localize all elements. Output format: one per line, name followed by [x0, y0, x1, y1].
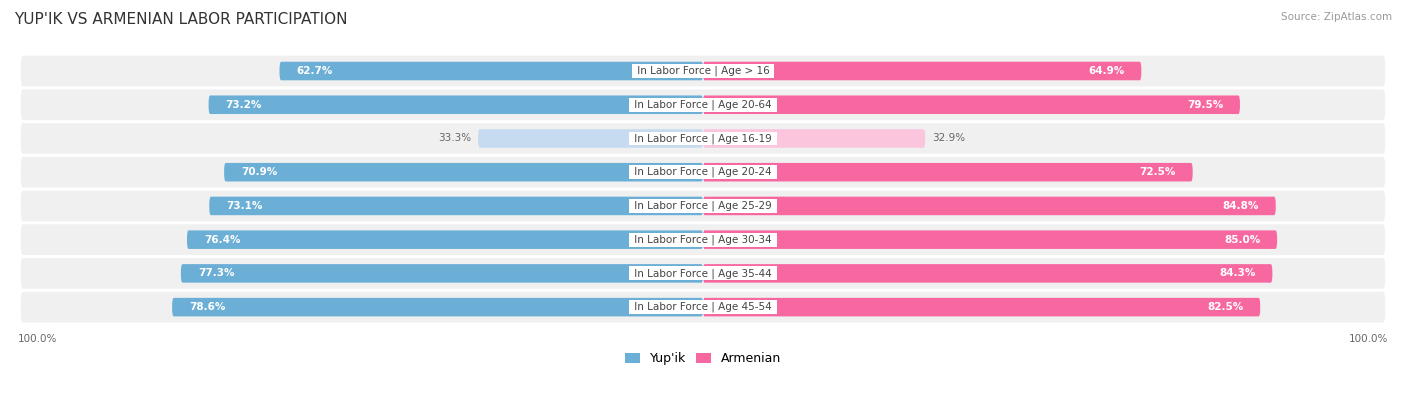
Text: In Labor Force | Age 30-34: In Labor Force | Age 30-34	[631, 234, 775, 245]
FancyBboxPatch shape	[181, 264, 703, 283]
FancyBboxPatch shape	[21, 89, 1385, 120]
FancyBboxPatch shape	[478, 129, 703, 148]
Text: Source: ZipAtlas.com: Source: ZipAtlas.com	[1281, 12, 1392, 22]
FancyBboxPatch shape	[187, 230, 703, 249]
Text: YUP'IK VS ARMENIAN LABOR PARTICIPATION: YUP'IK VS ARMENIAN LABOR PARTICIPATION	[14, 12, 347, 27]
FancyBboxPatch shape	[21, 190, 1385, 221]
Text: 100.0%: 100.0%	[17, 334, 56, 344]
Text: 84.8%: 84.8%	[1222, 201, 1258, 211]
Text: 84.3%: 84.3%	[1219, 268, 1256, 278]
FancyBboxPatch shape	[21, 258, 1385, 289]
FancyBboxPatch shape	[21, 56, 1385, 87]
FancyBboxPatch shape	[703, 129, 925, 148]
Text: 77.3%: 77.3%	[198, 268, 235, 278]
FancyBboxPatch shape	[703, 197, 1275, 215]
Text: 79.5%: 79.5%	[1187, 100, 1223, 110]
FancyBboxPatch shape	[21, 157, 1385, 188]
Text: 62.7%: 62.7%	[297, 66, 333, 76]
Text: 64.9%: 64.9%	[1088, 66, 1125, 76]
FancyBboxPatch shape	[209, 197, 703, 215]
FancyBboxPatch shape	[21, 123, 1385, 154]
FancyBboxPatch shape	[703, 298, 1260, 316]
Text: In Labor Force | Age 16-19: In Labor Force | Age 16-19	[631, 133, 775, 144]
Text: 73.1%: 73.1%	[226, 201, 263, 211]
Text: 72.5%: 72.5%	[1139, 167, 1175, 177]
FancyBboxPatch shape	[703, 163, 1192, 181]
Text: 82.5%: 82.5%	[1208, 302, 1243, 312]
FancyBboxPatch shape	[703, 96, 1240, 114]
Text: In Labor Force | Age 20-64: In Labor Force | Age 20-64	[631, 100, 775, 110]
FancyBboxPatch shape	[703, 264, 1272, 283]
Text: 78.6%: 78.6%	[188, 302, 225, 312]
FancyBboxPatch shape	[21, 224, 1385, 255]
FancyBboxPatch shape	[172, 298, 703, 316]
Text: In Labor Force | Age 35-44: In Labor Force | Age 35-44	[631, 268, 775, 278]
Text: In Labor Force | Age 20-24: In Labor Force | Age 20-24	[631, 167, 775, 177]
Text: 85.0%: 85.0%	[1225, 235, 1260, 245]
Text: 70.9%: 70.9%	[240, 167, 277, 177]
Text: 33.3%: 33.3%	[439, 134, 471, 143]
FancyBboxPatch shape	[280, 62, 703, 80]
Text: 76.4%: 76.4%	[204, 235, 240, 245]
FancyBboxPatch shape	[224, 163, 703, 181]
FancyBboxPatch shape	[703, 230, 1277, 249]
Text: 32.9%: 32.9%	[932, 134, 965, 143]
Text: 100.0%: 100.0%	[1350, 334, 1389, 344]
Text: 73.2%: 73.2%	[225, 100, 262, 110]
FancyBboxPatch shape	[208, 96, 703, 114]
FancyBboxPatch shape	[21, 292, 1385, 322]
Legend: Yup'ik, Armenian: Yup'ik, Armenian	[624, 352, 782, 365]
Text: In Labor Force | Age 25-29: In Labor Force | Age 25-29	[631, 201, 775, 211]
FancyBboxPatch shape	[703, 62, 1142, 80]
Text: In Labor Force | Age > 16: In Labor Force | Age > 16	[634, 66, 772, 76]
Text: In Labor Force | Age 45-54: In Labor Force | Age 45-54	[631, 302, 775, 312]
